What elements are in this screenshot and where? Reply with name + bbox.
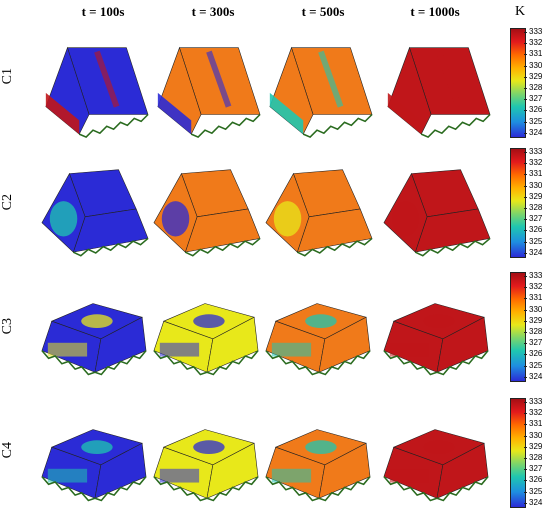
panel-c1-col2: [150, 32, 261, 142]
colorbar-tick-label: 331: [523, 419, 543, 429]
colorbar-tick-label: 332: [523, 408, 543, 418]
colorbar-tick-label: 328: [523, 203, 543, 212]
panel-c3-col2: [150, 276, 260, 386]
colorbar-c1: 333 332 331 330 329 328 327 326 325 324: [510, 28, 550, 140]
colorbar-tick-label: 328: [523, 83, 543, 92]
colorbar-tick-label: 327: [523, 94, 543, 104]
colorbar-tick-label: 330: [523, 60, 543, 70]
colorbar-tick-label: 332: [523, 38, 543, 48]
colorbar-tick-label: 326: [523, 349, 543, 359]
panel-c4-col4: [380, 402, 490, 512]
colorbar-gradient: [510, 28, 526, 138]
panel-shape: [157, 46, 261, 139]
colorbar-gradient: [510, 272, 526, 382]
colorbar-tick-label: 333: [523, 271, 543, 280]
colorbar-tick-label: 329: [523, 191, 543, 201]
panel-c4-col1: [38, 402, 148, 512]
colorbar-tick-label: 324: [523, 127, 543, 137]
colorbar-tick-label: 329: [523, 441, 543, 451]
panel-shape: [383, 429, 489, 502]
colorbar-tick-label: 333: [523, 397, 543, 406]
row-label-c1: C1: [0, 68, 15, 85]
panel-c3-col3: [262, 276, 372, 386]
colorbar-tick-label: 333: [523, 27, 543, 36]
colorbar-tick-label: 325: [523, 486, 543, 496]
column-header-t100: t = 100s: [81, 4, 125, 19]
panel-shape: [387, 46, 491, 139]
colorbar-gradient: [510, 148, 526, 258]
panel-shape: [41, 169, 149, 257]
panel-c4-col2: [150, 402, 260, 512]
panel-shape: [41, 303, 147, 376]
panel-shape: [153, 169, 261, 257]
panel-shape: [383, 169, 491, 257]
panel-c3-col1: [38, 276, 148, 386]
colorbar-tick-label: 328: [523, 453, 543, 462]
panel-c1-col1: [38, 32, 149, 142]
row-label-c4: C4: [0, 442, 15, 459]
panel-c1-col4: [380, 32, 491, 142]
colorbar-tick-label: 326: [523, 225, 543, 235]
panel-shape: [383, 303, 489, 376]
colorbar-tick-label: 331: [523, 169, 543, 179]
row-label-c2: C2: [0, 194, 15, 211]
colorbar-tick-label: 327: [523, 338, 543, 348]
panel-shape: [41, 429, 147, 502]
panel-shape: [265, 303, 371, 376]
colorbar-tick-label: 333: [523, 147, 543, 156]
panel-c2-col2: [150, 152, 261, 262]
colorbar-gradient: [510, 398, 526, 508]
panel-c1-col3: [262, 32, 373, 142]
colorbar-tick-label: 332: [523, 282, 543, 292]
panel-c2-col4: [380, 152, 491, 262]
colorbar-tick-label: 331: [523, 49, 543, 59]
colorbar-tick-label: 324: [523, 247, 543, 257]
panel-c2-col1: [38, 152, 149, 262]
colorbar-tick-label: 325: [523, 236, 543, 246]
panel-shape: [153, 303, 259, 376]
panel-c3-col4: [380, 276, 490, 386]
colorbar-tick-label: 327: [523, 464, 543, 474]
colorbar-tick-label: 324: [523, 371, 543, 381]
colorbar-tick-label: 326: [523, 105, 543, 115]
colorbar-c2: 333 332 331 330 329 328 327 326 325 324: [510, 148, 550, 260]
colorbar-tick-label: 330: [523, 430, 543, 440]
panel-shape: [153, 429, 259, 502]
colorbar-tick-label: 331: [523, 293, 543, 303]
colorbar-tick-label: 330: [523, 180, 543, 190]
colorbar-tick-label: 325: [523, 360, 543, 370]
panel-shape: [269, 46, 373, 139]
colorbar-tick-label: 328: [523, 327, 543, 336]
colorbar-tick-label: 324: [523, 497, 543, 507]
column-header-t1000: t = 1000s: [410, 4, 460, 19]
column-header-t300: t = 300s: [191, 4, 235, 19]
colorbar-tick-label: 326: [523, 475, 543, 485]
unit-label: K: [514, 4, 526, 19]
colorbar-tick-label: 325: [523, 116, 543, 126]
panel-c2-col3: [262, 152, 373, 262]
column-header-t500: t = 500s: [301, 4, 345, 19]
colorbar-c4: 333 332 331 330 329 328 327 326 325 324: [510, 398, 550, 510]
colorbar-tick-label: 329: [523, 315, 543, 325]
colorbar-tick-label: 330: [523, 304, 543, 314]
colorbar-tick-label: 329: [523, 71, 543, 81]
panel-c4-col3: [262, 402, 372, 512]
row-label-c3: C3: [0, 318, 15, 335]
panel-shape: [45, 46, 149, 139]
panel-shape: [265, 169, 373, 257]
colorbar-tick-label: 327: [523, 214, 543, 224]
colorbar-tick-label: 332: [523, 158, 543, 168]
panel-shape: [265, 429, 371, 502]
colorbar-c3: 333 332 331 330 329 328 327 326 325 324: [510, 272, 550, 384]
